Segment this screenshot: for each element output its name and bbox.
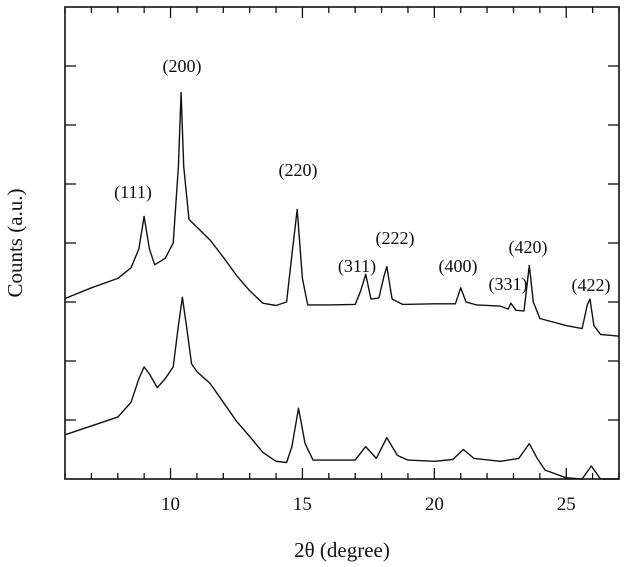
x-axis-ticks (64, 7, 620, 479)
y-axis-ticks (65, 65, 619, 421)
x-tick-label: 25 (557, 494, 576, 515)
peak-label: (420) (509, 237, 548, 258)
y-axis-title: Counts (a.u.) (3, 188, 27, 297)
x-tick-label: 10 (161, 494, 180, 515)
peak-label: (111) (114, 182, 152, 203)
diffraction-curves (64, 91, 620, 480)
peak-label: (200) (163, 56, 202, 77)
peak-index-labels: (111) (200) (220) (311)(222) (400) (331) (420)… (114, 56, 610, 296)
x-axis-tick-labels: 10 15 20 25 (161, 494, 576, 515)
lower-pattern-curve (64, 296, 619, 480)
x-tick-label: 20 (425, 494, 444, 515)
peak-label: (222) (376, 228, 415, 249)
x-axis-title: 2θ (degree) (294, 538, 390, 562)
peak-label: (422) (572, 275, 611, 296)
x-tick-label: 15 (293, 494, 312, 515)
upper-pattern-curve (64, 91, 620, 337)
peak-label: (220) (279, 160, 318, 181)
peak-label: (331) (489, 274, 528, 295)
peak-label: (311) (338, 256, 376, 277)
peak-label: (400) (439, 256, 478, 277)
